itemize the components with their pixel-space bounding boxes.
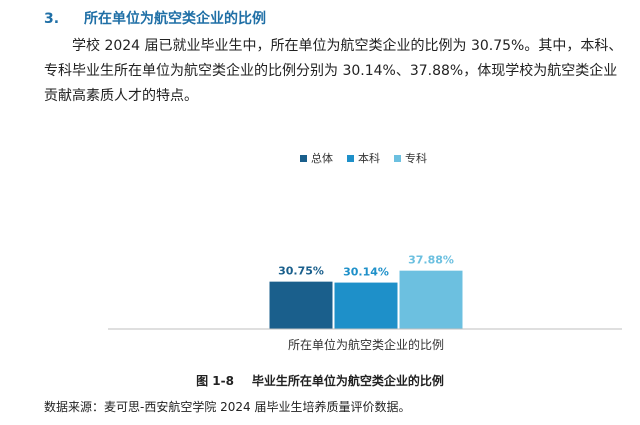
legend-label: 专科	[405, 152, 427, 165]
section-heading: 3. 所在单位为航空类企业的比例	[44, 8, 266, 28]
figure-caption: 图 1-8 毕业生所在单位为航空类企业的比例	[0, 372, 640, 389]
legend-swatch	[300, 154, 307, 162]
data-label-2: 37.88%	[408, 254, 454, 267]
legend-swatch	[347, 154, 354, 162]
body-paragraph: 学校 2024 届已就业毕业生中，所在单位为航空类企业的比例为 30.75%。其…	[44, 38, 623, 104]
data-label-1: 30.14%	[343, 266, 389, 279]
legend-label: 总体	[311, 152, 333, 165]
bar-0	[269, 281, 333, 329]
section-number: 3.	[44, 11, 60, 27]
data-source-note: 数据来源：麦可思-西安航空学院 2024 届毕业生培养质量评价数据。	[44, 400, 411, 414]
bar-2	[399, 270, 463, 329]
data-label-0: 30.75%	[278, 265, 324, 278]
bar-1	[334, 282, 398, 329]
legend-swatch	[394, 154, 401, 162]
section-title: 所在单位为航空类企业的比例	[84, 11, 266, 27]
legend-label: 本科	[358, 152, 380, 165]
figure-title: 毕业生所在单位为航空类企业的比例	[251, 374, 444, 388]
chart-legend: 总体 本科 专科	[300, 150, 427, 166]
legend-item-2: 专科	[394, 150, 427, 166]
legend-item-0: 总体	[300, 150, 333, 166]
legend-item-1: 本科	[347, 150, 380, 166]
x-tick-label: 所在单位为航空类企业的比例	[288, 337, 444, 352]
figure-number: 图 1-8	[196, 374, 234, 388]
